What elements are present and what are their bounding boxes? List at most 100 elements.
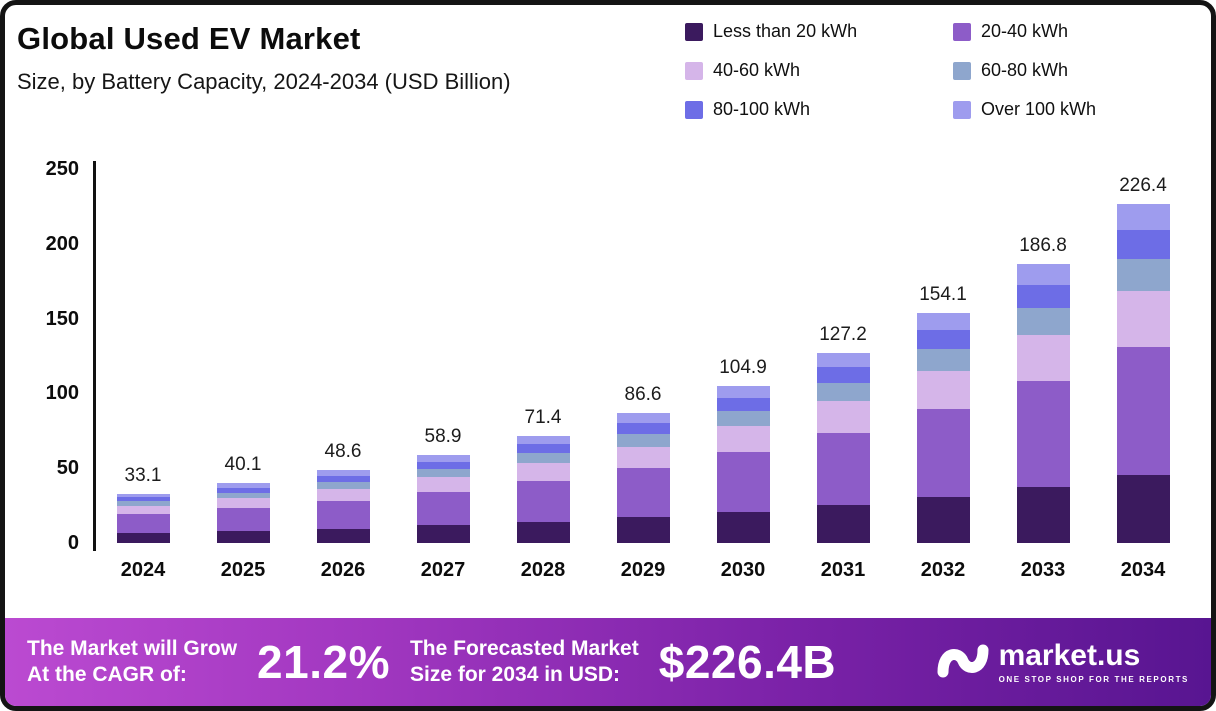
bar-total-label: 127.2 bbox=[819, 323, 867, 345]
bar-segment bbox=[516, 453, 570, 464]
bar-segment bbox=[216, 508, 270, 532]
bar-segment bbox=[1116, 475, 1170, 543]
bar-segment bbox=[1116, 290, 1170, 347]
bar-stack bbox=[216, 483, 270, 543]
bar-total-label: 58.9 bbox=[424, 425, 462, 447]
legend-item: Over 100 kWh bbox=[953, 99, 1183, 120]
cagr-value: 21.2% bbox=[257, 636, 390, 688]
legend-swatch bbox=[685, 22, 703, 41]
bar-segment bbox=[516, 481, 570, 522]
bar-segment bbox=[1116, 204, 1170, 230]
bar-total-label: 154.1 bbox=[919, 283, 967, 305]
bar-segment bbox=[216, 487, 270, 493]
forecast-value: $226.4B bbox=[658, 636, 837, 688]
bar-segment bbox=[116, 501, 170, 507]
bar-segment bbox=[1016, 308, 1070, 335]
bar-segment bbox=[716, 426, 770, 452]
x-tick-label: 2034 bbox=[1120, 559, 1166, 581]
forecast-label: The Forecasted Market Size for 2034 in U… bbox=[410, 636, 639, 689]
bar-segment bbox=[716, 397, 770, 412]
legend-item: 60-80 kWh bbox=[953, 60, 1183, 81]
legend-item: 40-60 kWh bbox=[685, 60, 953, 81]
forecast-label-line1: The Forecasted Market bbox=[409, 636, 639, 660]
y-axis-labels: 0 50 100 150 200 250 bbox=[5, 133, 93, 582]
bar-segment bbox=[1016, 284, 1070, 309]
bar-segment bbox=[1016, 380, 1070, 488]
bar-segment bbox=[716, 386, 770, 398]
bar-segment bbox=[516, 521, 570, 543]
bar-segment bbox=[616, 517, 670, 543]
y-tick-label: 100 bbox=[45, 382, 79, 405]
bar-segment bbox=[216, 531, 270, 543]
bar-segment bbox=[316, 488, 370, 501]
forecast-label-line2: Size for 2034 in USD: bbox=[409, 663, 621, 686]
chart-area: 0 50 100 150 200 250 33.1 40.1 48.6 58.9 71.4 86.6… bbox=[5, 158, 1211, 618]
bar-stack bbox=[516, 436, 570, 543]
legend-item: 80-100 kWh bbox=[685, 99, 953, 120]
y-axis-line bbox=[93, 161, 96, 551]
bar-segment bbox=[616, 467, 670, 518]
bar-segment bbox=[416, 468, 470, 478]
bar-total-label: 86.6 bbox=[624, 384, 662, 406]
bar-segment bbox=[1116, 258, 1170, 291]
bar-total-label: 71.4 bbox=[524, 407, 562, 429]
bar-group: 104.9 bbox=[693, 169, 793, 543]
bar-group: 48.6 bbox=[293, 169, 393, 543]
bar-segment bbox=[516, 463, 570, 482]
bar-group: 127.2 bbox=[793, 169, 893, 543]
bar-segment bbox=[916, 329, 970, 350]
bar-segment bbox=[116, 497, 170, 502]
marketus-wordmark: market.us ONE STOP SHOP FOR THE REPORTS bbox=[998, 638, 1189, 684]
x-tick-label: 2026 bbox=[320, 559, 366, 581]
bar-segment bbox=[316, 475, 370, 482]
bar-total-label: 40.1 bbox=[224, 454, 262, 476]
bar-group: 154.1 bbox=[893, 169, 993, 543]
y-tick-label: 50 bbox=[56, 457, 79, 480]
plot-wrap: 33.1 40.1 48.6 58.9 71.4 86.6 104.9 127.2 154.1 1… bbox=[93, 161, 1193, 618]
bar-segment bbox=[316, 482, 370, 489]
bar-segment bbox=[816, 401, 870, 433]
plot-area: 33.1 40.1 48.6 58.9 71.4 86.6 104.9 127.2 154.1 1… bbox=[93, 169, 1193, 543]
chart-header: Global Used EV Market Size, by Battery C… bbox=[5, 5, 1211, 133]
bar-segment bbox=[1016, 263, 1070, 285]
bar-stack bbox=[416, 454, 470, 543]
bar-segment bbox=[416, 454, 470, 462]
bar-segment bbox=[616, 434, 670, 447]
x-tick-label: 2033 bbox=[1020, 559, 1066, 581]
marketus-wave-icon bbox=[937, 639, 989, 686]
footer-banner: The Market will Grow At the CAGR of: 21.… bbox=[5, 618, 1211, 706]
legend-swatch bbox=[685, 61, 703, 80]
x-axis-labels: 2024 2025 2026 2027 2028 2029 2030 2031 2032 2033… bbox=[93, 559, 1193, 582]
bar-segment bbox=[1016, 334, 1070, 381]
y-tick-label: 0 bbox=[67, 532, 79, 554]
bar-segment bbox=[716, 411, 770, 427]
bar-segment bbox=[116, 506, 170, 515]
y-tick-label: 150 bbox=[45, 307, 79, 330]
bar-stack bbox=[916, 312, 970, 543]
legend-swatch bbox=[953, 61, 971, 80]
legend-swatch bbox=[953, 100, 971, 119]
bar-stack bbox=[1016, 263, 1070, 543]
bar-segment bbox=[816, 367, 870, 384]
bar-segment bbox=[916, 349, 970, 372]
bar-segment bbox=[616, 446, 670, 468]
brand-name: market.us bbox=[998, 638, 1141, 672]
bar-total-label: 104.9 bbox=[719, 357, 767, 379]
brand-tagline: ONE STOP SHOP FOR THE REPORTS bbox=[998, 674, 1189, 684]
cagr-label: The Market will Grow At the CAGR of: bbox=[27, 636, 237, 689]
bar-segment bbox=[416, 525, 470, 543]
cagr-label-line2: At the CAGR of: bbox=[27, 663, 187, 686]
bar-segment bbox=[616, 423, 670, 435]
bar-group: 226.4 bbox=[1093, 169, 1193, 543]
bar-segment bbox=[916, 371, 970, 410]
bar-stack bbox=[1116, 204, 1170, 543]
legend-label: Less than 20 kWh bbox=[713, 21, 858, 41]
bar-segment bbox=[316, 500, 370, 529]
y-tick-label: 200 bbox=[45, 232, 79, 255]
cagr-label-line1: The Market will Grow bbox=[27, 636, 238, 660]
legend-swatch bbox=[685, 100, 703, 119]
bar-total-label: 33.1 bbox=[124, 464, 162, 486]
bar-group: 33.1 bbox=[93, 169, 193, 543]
chart-title: Global Used EV Market bbox=[17, 21, 361, 56]
